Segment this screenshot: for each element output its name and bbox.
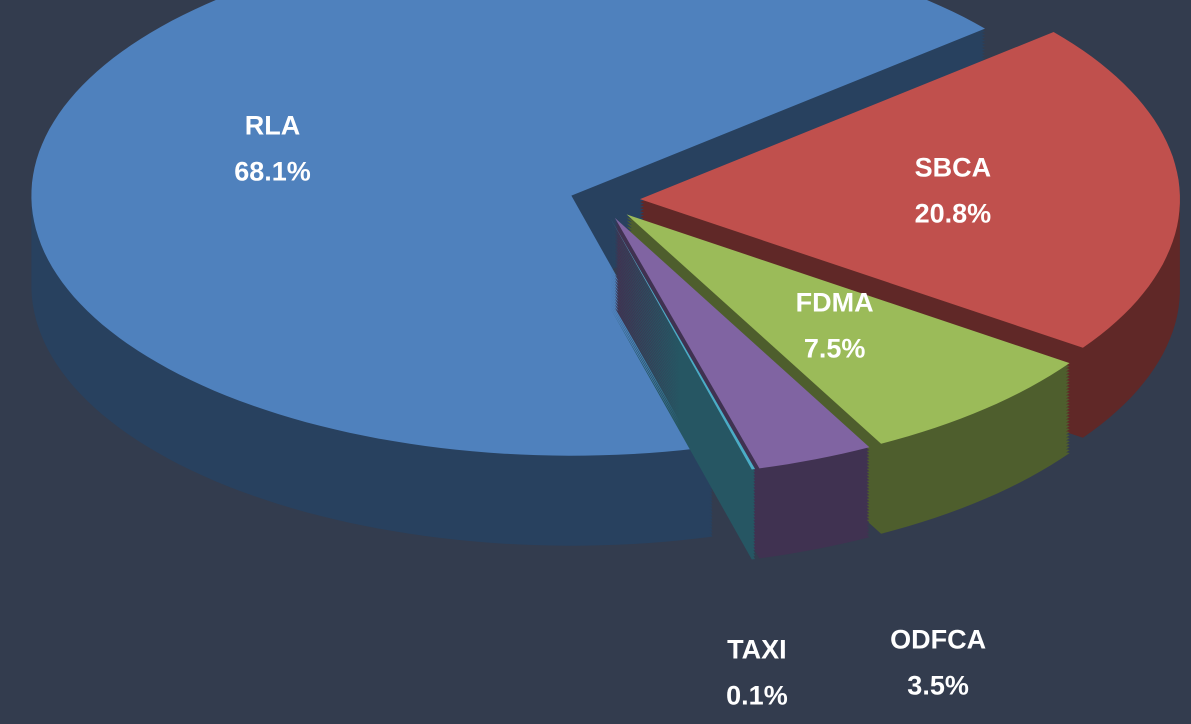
slice-label: ODFCA	[890, 624, 986, 654]
slice	[610, 218, 756, 470]
slice-value-label: 3.5%	[907, 670, 969, 700]
slice-value-label: 20.8%	[915, 199, 992, 229]
slice-side	[610, 221, 756, 560]
slice-value-label: 7.5%	[804, 333, 866, 363]
slice-label: TAXI	[727, 634, 787, 664]
slice	[639, 32, 1180, 348]
slice-value-label: 0.1%	[726, 680, 788, 710]
slice	[614, 217, 870, 469]
slice-value-label: 68.1%	[234, 157, 311, 187]
slice-label: SBCA	[915, 153, 992, 183]
slice	[31, 0, 985, 456]
slice-label: FDMA	[796, 287, 874, 317]
slice	[626, 214, 1070, 444]
slice-label: RLA	[245, 111, 301, 141]
